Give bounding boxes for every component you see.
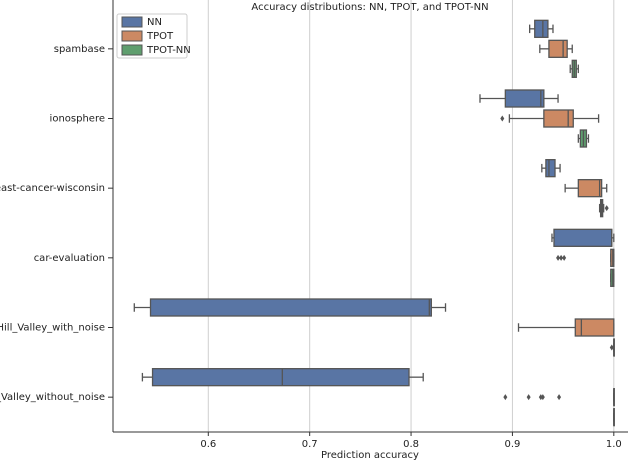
outlier (557, 394, 562, 401)
x-tick-label: 0.9 (504, 439, 520, 450)
box (574, 318, 615, 337)
x-tick-label: 0.6 (200, 439, 216, 450)
x-tick-label: 0.7 (302, 439, 318, 450)
box (543, 109, 574, 128)
x-tick-label: 1.0 (606, 439, 622, 450)
legend-swatch (121, 16, 143, 28)
outlier (609, 344, 614, 351)
outlier (562, 254, 567, 261)
outlier (556, 254, 561, 261)
chart-title: Accuracy distributions: NN, TPOT, and TP… (251, 2, 488, 13)
box (553, 228, 613, 247)
outlier (559, 254, 564, 261)
box (548, 39, 568, 58)
box (149, 298, 432, 317)
box (545, 159, 556, 178)
outlier (540, 394, 545, 401)
box (577, 179, 603, 198)
legend-label: NN (147, 17, 162, 28)
legend-swatch (121, 44, 143, 56)
box (504, 89, 545, 108)
y-tick-label: car-evaluation (34, 253, 105, 264)
outlier (538, 394, 543, 401)
x-axis-label: Prediction accuracy (321, 450, 419, 461)
outlier (604, 205, 609, 212)
y-tick-label: breast-cancer-wisconsin (0, 183, 105, 194)
legend-swatch (121, 30, 143, 42)
y-tick-label: Hill_Valley_without_noise (0, 392, 105, 403)
x-tick-label: 0.8 (403, 439, 419, 450)
box (151, 368, 410, 387)
outlier (526, 394, 531, 401)
legend-label: TPOT (146, 31, 174, 42)
outlier (500, 115, 505, 122)
y-tick-label: Hill_Valley_with_noise (0, 323, 105, 334)
y-tick-label: ionosphere (50, 114, 105, 125)
legend-label: TPOT-NN (146, 45, 191, 56)
box (534, 19, 549, 38)
outlier (503, 394, 508, 401)
y-tick-label: spambase (54, 44, 105, 55)
